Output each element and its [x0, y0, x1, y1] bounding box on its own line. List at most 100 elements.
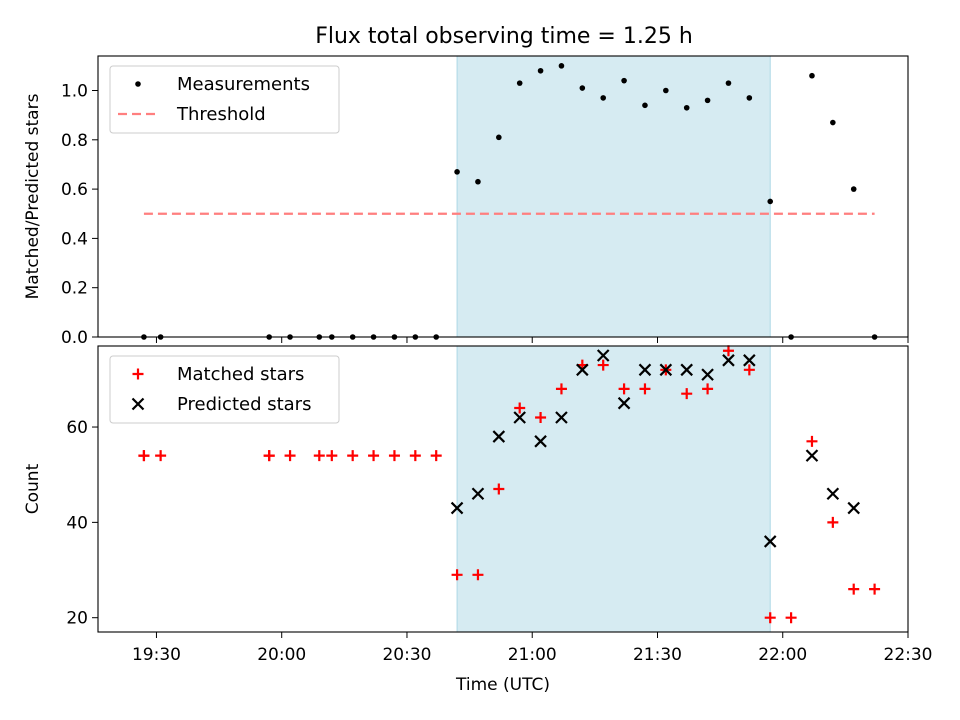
y-tick-label: 0.0	[61, 328, 88, 348]
y-tick-label: 1.0	[61, 82, 88, 102]
x-tick-label: 22:30	[884, 645, 933, 665]
measurement-point	[537, 67, 544, 74]
bottom-axis-ticks: 20 40 60 19:30 20:00 20:30 21:00 21:30 22:00 22:3…	[66, 418, 932, 665]
matched-star-point	[368, 450, 380, 462]
matched-star-point	[639, 383, 651, 395]
measurement-point	[809, 72, 815, 79]
legend-x-swatch	[131, 397, 145, 411]
predicted-star-point	[659, 363, 673, 377]
matched-star-point	[764, 612, 776, 624]
matched-star-point	[326, 450, 338, 462]
top-axis-ticks: 0.0 0.2 0.4 0.6 0.8 1.0	[61, 82, 909, 348]
measurement-point	[516, 80, 523, 86]
legend-entry-label: Threshold	[176, 104, 266, 125]
predicted-star-point	[471, 487, 485, 501]
measurement-point	[558, 63, 565, 69]
x-tick-label: 21:30	[633, 645, 682, 665]
matched-star-point	[848, 583, 860, 595]
matched-star-point	[722, 345, 734, 357]
x-tick-label: 22:00	[758, 645, 807, 665]
x-tick-label: 20:30	[382, 645, 431, 665]
x-axis-label: Time (UTC)	[455, 675, 550, 695]
x-tick-label: 21:00	[508, 645, 557, 665]
predicted-star-point	[534, 435, 547, 448]
measurement-point	[579, 85, 586, 91]
measurement-point	[683, 104, 690, 111]
matched-star-point	[263, 450, 275, 462]
matched-star-point	[472, 569, 484, 581]
y-tick-label: 0.8	[61, 131, 88, 151]
measurement-point	[642, 102, 648, 109]
matched-star-point	[388, 450, 400, 462]
matched-star-point	[702, 383, 714, 395]
y-tick-label: 60	[66, 418, 88, 438]
y-tick-label: 0.4	[61, 229, 88, 249]
predicted-star-point	[450, 501, 464, 515]
legend-plus-swatch	[132, 368, 144, 380]
predicted-star-point	[805, 449, 819, 462]
matched-star-point	[743, 364, 755, 376]
bottom-data-marks	[138, 345, 881, 624]
legend-entry-label: Matched stars	[177, 364, 304, 385]
matched-star-point	[313, 450, 325, 462]
legend-entry-label: Predicted stars	[177, 394, 311, 415]
predicted-star-point	[701, 368, 714, 381]
x-tick-label: 19:30	[132, 645, 181, 665]
bottom-panel: 20 40 60 19:30 20:00 20:30 21:00 21:30 22:00 22:3…	[23, 345, 933, 695]
bottom-observing-window-span	[456, 345, 771, 633]
predicted-star-point	[847, 501, 860, 515]
measurement-point	[850, 186, 857, 192]
matched-star-point	[138, 450, 150, 462]
matched-star-point	[827, 516, 839, 528]
matched-star-point	[806, 435, 818, 447]
matched-star-point	[681, 388, 693, 400]
predicted-star-point	[513, 411, 526, 424]
measurement-point	[663, 87, 669, 94]
predicted-star-point	[596, 349, 610, 362]
top-observing-window-span	[456, 55, 771, 338]
legend-entry-label: Measurements	[177, 74, 310, 95]
matched-star-point	[155, 450, 167, 462]
predicted-star-point	[743, 354, 756, 367]
matched-star-point	[535, 412, 547, 423]
matched-star-point	[785, 612, 797, 624]
matched-star-point	[514, 402, 526, 414]
matched-star-point	[347, 450, 359, 462]
measurement-point	[746, 95, 753, 101]
chart-title: Flux total observing time = 1.25 h	[315, 24, 693, 49]
measurement-point	[725, 80, 732, 86]
matched-star-point	[409, 450, 421, 462]
matched-star-point	[430, 450, 442, 462]
top-panel: 0.0 0.2 0.4 0.6 0.8 1.0 Matched/Predicted sta…	[23, 55, 909, 348]
bottom-legend: Matched stars Predicted stars	[109, 355, 340, 424]
measurement-point	[600, 95, 607, 101]
x-tick-label: 20:00	[257, 645, 306, 665]
predicted-star-point	[617, 396, 631, 410]
matched-star-point	[555, 383, 567, 395]
y-tick-label: 20	[66, 609, 88, 629]
bottom-axes-frame	[97, 345, 909, 633]
measurement-point	[621, 77, 627, 84]
top-legend: Measurements Threshold	[109, 65, 340, 134]
predicted-star-point	[826, 487, 840, 501]
legend-dot-swatch	[135, 81, 141, 87]
measurement-point	[830, 119, 836, 126]
matched-star-point	[869, 583, 881, 595]
measurement-point	[704, 97, 711, 104]
measurement-point	[496, 134, 502, 141]
bottom-y-axis-label: Count	[23, 463, 43, 514]
measurement-point	[767, 198, 774, 205]
y-tick-label: 0.6	[61, 180, 88, 200]
y-tick-label: 0.2	[61, 279, 88, 299]
predicted-star-point	[722, 354, 735, 367]
predicted-star-point	[555, 411, 568, 424]
bottom-legend-box	[109, 355, 340, 424]
predicted-star-point	[680, 363, 693, 377]
y-tick-label: 40	[66, 513, 88, 533]
top-axes-frame	[97, 55, 909, 338]
predicted-star-point	[576, 363, 589, 377]
matched-star-point	[618, 383, 630, 395]
matched-star-point	[597, 359, 609, 371]
